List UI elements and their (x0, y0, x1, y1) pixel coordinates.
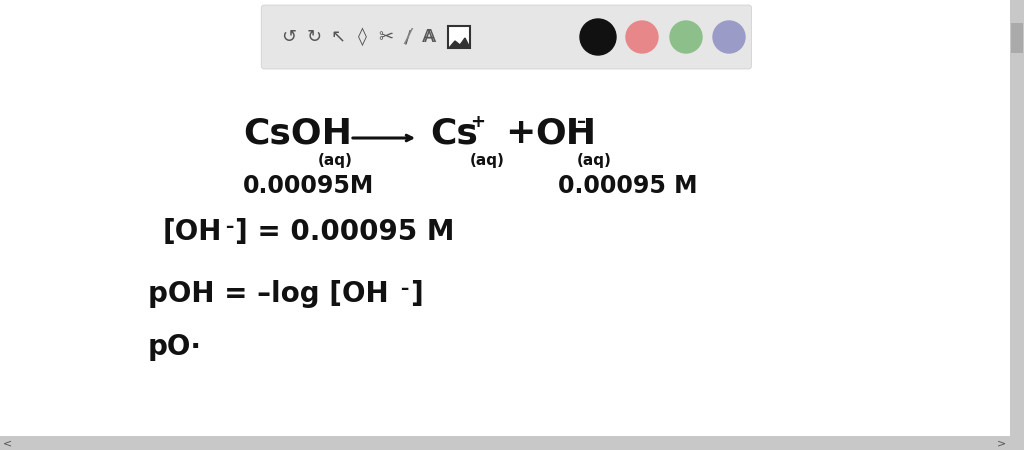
Text: ↖: ↖ (331, 28, 345, 46)
Text: OH: OH (535, 116, 596, 150)
Text: pO·: pO· (148, 333, 202, 361)
Text: /: / (404, 28, 411, 46)
Circle shape (626, 21, 658, 53)
Text: ✂: ✂ (379, 28, 393, 46)
Bar (1011, 22, 1023, 53)
Text: pOH = –log [OH: pOH = –log [OH (148, 280, 389, 308)
Circle shape (670, 21, 702, 53)
Circle shape (713, 21, 745, 53)
Text: –: – (577, 113, 586, 131)
Text: +: + (470, 113, 485, 131)
Text: ◊: ◊ (357, 27, 367, 46)
FancyBboxPatch shape (261, 5, 752, 69)
Text: ↺: ↺ (282, 28, 297, 46)
FancyBboxPatch shape (449, 26, 470, 48)
Text: [OH: [OH (163, 218, 222, 246)
Text: <: < (3, 438, 12, 448)
Text: 0.00095M: 0.00095M (243, 174, 374, 198)
Text: A: A (424, 28, 436, 46)
Text: (aq): (aq) (470, 153, 505, 168)
Text: –: – (225, 218, 233, 236)
Text: –: – (400, 280, 409, 298)
Text: A: A (422, 28, 434, 46)
Bar (1010, 0, 1024, 450)
Text: Cs: Cs (430, 116, 478, 150)
Text: (aq): (aq) (318, 153, 353, 168)
Circle shape (580, 19, 616, 55)
Polygon shape (449, 38, 470, 48)
Text: +: + (505, 116, 536, 150)
Text: (aq): (aq) (577, 153, 612, 168)
Text: 0.00095 M: 0.00095 M (558, 174, 697, 198)
Text: CsOH: CsOH (243, 116, 352, 150)
Text: ↻: ↻ (306, 28, 322, 46)
Text: >: > (997, 438, 1007, 448)
Bar (0, 436, 1010, 450)
Text: /: / (404, 27, 412, 46)
Text: ] = 0.00095 M: ] = 0.00095 M (234, 218, 455, 246)
Text: ]: ] (410, 280, 423, 308)
